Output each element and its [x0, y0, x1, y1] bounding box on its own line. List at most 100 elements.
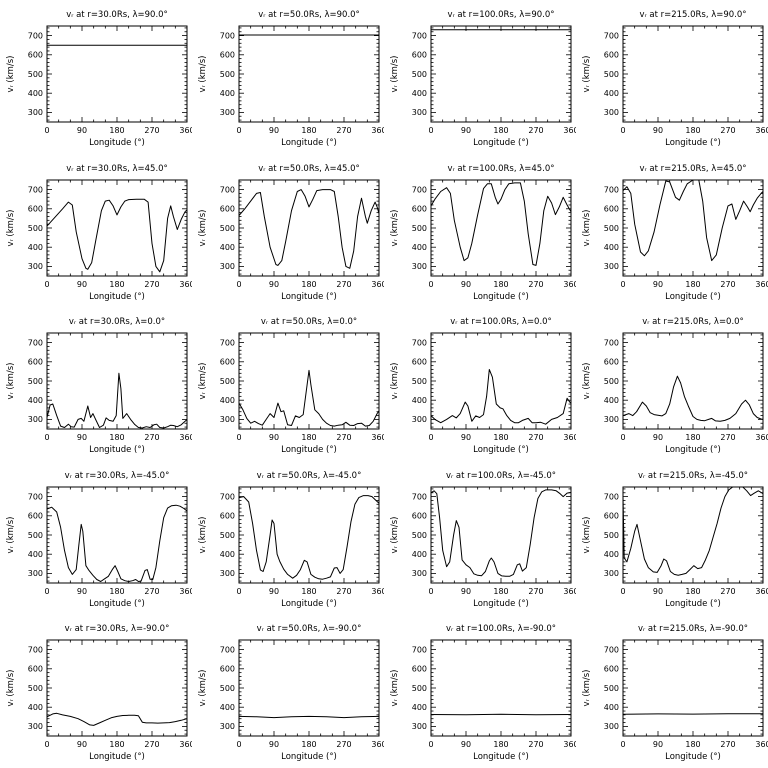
x-tick-label: 360: [755, 126, 768, 135]
plot-frame: [238, 25, 380, 123]
data-series-line: [238, 370, 380, 427]
x-tick-label: 90: [461, 126, 471, 135]
y-axis-label: vᵣ (km/s): [390, 670, 400, 707]
y-tick-label: 600: [604, 204, 619, 213]
x-tick-label: 360: [563, 280, 576, 289]
y-tick-label: 700: [220, 339, 235, 348]
y-tick-label: 400: [28, 396, 43, 405]
plot-frame: [46, 639, 188, 737]
y-axis-label: vᵣ (km/s): [582, 209, 592, 246]
y-tick-label: 700: [604, 492, 619, 501]
plot-title: vᵣ at r=50.0Rs, λ=90.0°: [258, 10, 360, 20]
y-tick-label: 500: [412, 531, 427, 540]
subplot-r30_lat0: 0 90 180 270 360 300 400 500 600 700 vᵣ at r=30.0R…: [0, 307, 192, 461]
y-axis-label: vᵣ (km/s): [6, 670, 16, 707]
plot-canvas-r50_lat90: 0 90 180 270 360 300 400 500 600 700 vᵣ at r=50.0R…: [198, 10, 384, 148]
x-tick-label: 0: [428, 126, 433, 135]
x-tick-label: 0: [428, 433, 433, 442]
y-tick-label: 400: [28, 703, 43, 712]
x-tick-label: 180: [493, 740, 508, 749]
data-series-line: [46, 504, 188, 582]
y-axis-label: vᵣ (km/s): [6, 55, 16, 92]
x-tick-label: 0: [236, 126, 241, 135]
y-axis-label: vᵣ (km/s): [390, 516, 400, 553]
x-tick-label: 90: [77, 280, 87, 289]
y-tick-label: 500: [28, 531, 43, 540]
y-tick-label: 300: [220, 569, 235, 578]
plot-title: vᵣ at r=50.0Rs, λ=45.0°: [258, 164, 360, 174]
y-tick-label: 600: [28, 358, 43, 367]
subplot-r100_lat90: 0 90 180 270 360 300 400 500 600 700 vᵣ at r=100.0…: [384, 0, 576, 154]
x-tick-label: 0: [620, 740, 625, 749]
data-series-line: [430, 489, 572, 577]
x-axis-label: Longitude (°): [665, 445, 721, 455]
plot-frame: [430, 25, 572, 123]
y-tick-label: 600: [604, 511, 619, 520]
y-tick-label: 400: [220, 243, 235, 252]
x-tick-label: 270: [336, 587, 351, 596]
plot-canvas-r100_lat0: 0 90 180 270 360 300 400 500 600 700 vᵣ at r=100.0…: [390, 317, 576, 455]
x-tick-label: 270: [528, 433, 543, 442]
data-series-line: [430, 181, 572, 266]
y-tick-label: 300: [220, 415, 235, 424]
y-tick-label: 600: [412, 511, 427, 520]
plot-title: vᵣ at r=50.0Rs, λ=-90.0°: [257, 624, 362, 634]
x-tick-label: 0: [428, 740, 433, 749]
x-tick-label: 180: [493, 280, 508, 289]
x-tick-label: 360: [371, 280, 384, 289]
x-tick-label: 0: [44, 740, 49, 749]
x-tick-label: 360: [563, 433, 576, 442]
x-tick-label: 0: [44, 126, 49, 135]
x-tick-label: 0: [236, 280, 241, 289]
x-axis-label: Longitude (°): [473, 599, 529, 609]
y-tick-label: 400: [604, 89, 619, 98]
x-axis-label: Longitude (°): [473, 752, 529, 762]
y-tick-label: 700: [412, 339, 427, 348]
y-tick-label: 700: [28, 185, 43, 194]
y-tick-label: 700: [220, 185, 235, 194]
y-tick-label: 700: [412, 492, 427, 501]
y-axis-label: vᵣ (km/s): [198, 55, 208, 92]
subplot-r30_lat-90: 0 90 180 270 360 300 400 500 600 700 vᵣ at r=30.0R…: [0, 614, 192, 768]
y-tick-label: 700: [28, 339, 43, 348]
x-tick-label: 90: [77, 433, 87, 442]
y-tick-label: 700: [220, 31, 235, 40]
x-tick-label: 270: [144, 587, 159, 596]
x-tick-label: 0: [44, 433, 49, 442]
x-axis-label: Longitude (°): [89, 292, 145, 302]
x-tick-label: 90: [653, 587, 663, 596]
x-tick-label: 180: [109, 740, 124, 749]
y-tick-label: 500: [220, 377, 235, 386]
y-axis-label: vᵣ (km/s): [6, 363, 16, 400]
subplot-r50_lat0: 0 90 180 270 360 300 400 500 600 700 vᵣ at r=50.0R…: [192, 307, 384, 461]
x-axis-label: Longitude (°): [281, 752, 337, 762]
x-tick-label: 360: [563, 740, 576, 749]
x-tick-label: 360: [755, 587, 768, 596]
plot-title: vᵣ at r=215.0Rs, λ=45.0°: [639, 164, 746, 174]
plot-canvas-r50_lat45: 0 90 180 270 360 300 400 500 600 700 vᵣ at r=50.0R…: [198, 164, 384, 302]
y-tick-label: 400: [220, 550, 235, 559]
x-axis-label: Longitude (°): [665, 292, 721, 302]
plot-canvas-r215_lat45: 0 90 180 270 360 300 400 500 600 700 vᵣ at r=215.0…: [582, 164, 768, 302]
plot-title: vᵣ at r=215.0Rs, λ=-90.0°: [638, 624, 748, 634]
y-tick-label: 300: [28, 262, 43, 271]
plot-frame: [238, 639, 380, 737]
x-tick-label: 180: [685, 126, 700, 135]
subplot-r100_lat0: 0 90 180 270 360 300 400 500 600 700 vᵣ at r=100.0…: [384, 307, 576, 461]
x-tick-label: 180: [109, 280, 124, 289]
y-tick-label: 300: [220, 262, 235, 271]
y-tick-label: 700: [28, 492, 43, 501]
y-tick-label: 500: [220, 531, 235, 540]
x-tick-label: 90: [77, 126, 87, 135]
x-tick-label: 360: [563, 587, 576, 596]
x-tick-label: 0: [236, 740, 241, 749]
y-tick-label: 300: [220, 108, 235, 117]
plot-title: vᵣ at r=50.0Rs, λ=-45.0°: [257, 471, 362, 481]
x-tick-label: 90: [269, 740, 279, 749]
plot-canvas-r30_lat-45: 0 90 180 270 360 300 400 500 600 700 vᵣ at r=30.0R…: [6, 471, 192, 609]
plot-canvas-r30_lat-90: 0 90 180 270 360 300 400 500 600 700 vᵣ at r=30.0R…: [6, 624, 192, 762]
x-axis-label: Longitude (°): [89, 599, 145, 609]
y-tick-label: 400: [604, 703, 619, 712]
plot-frame: [430, 639, 572, 737]
